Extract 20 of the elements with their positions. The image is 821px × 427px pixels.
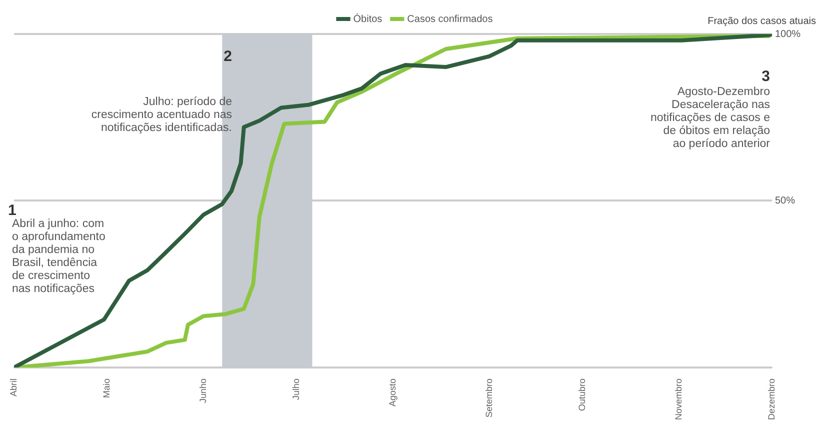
annotation: 2: [224, 48, 232, 65]
x-tick-label: Setembro: [484, 378, 494, 418]
x-tick-label: Abril: [8, 378, 18, 396]
x-tick-label: Maio: [102, 378, 112, 398]
x-tick-label: Outubro: [576, 378, 587, 412]
x-tick-label: Agosto: [387, 378, 398, 407]
y-tick-label: 50%: [775, 195, 796, 206]
x-tick-label: Julho: [291, 378, 302, 400]
x-tick-label: Novembro: [673, 378, 684, 420]
annotation: Abril a junho: com o aprofundamento da pandemia no Brasil, tendência de crescimento nas notificações: [12, 218, 106, 296]
annotation: 1: [8, 202, 16, 219]
annotation: 3: [762, 68, 770, 85]
x-tick-label: Junho: [198, 378, 208, 404]
x-tick-label: Dezembro: [766, 378, 776, 420]
y-tick-label: 100%: [775, 28, 801, 40]
legend-label: Óbitos: [353, 12, 382, 25]
annotation: Julho: período de crescimento acentuado nas notificações identificadas.: [91, 96, 232, 135]
y-axis-title: Fração dos casos atuais: [708, 16, 816, 27]
annotation: Agosto-Dezembro Desaceleração nas notificações de casos e de óbitos em relação ao período anterior: [650, 86, 770, 151]
legend-label: Casos confirmados: [407, 14, 493, 25]
